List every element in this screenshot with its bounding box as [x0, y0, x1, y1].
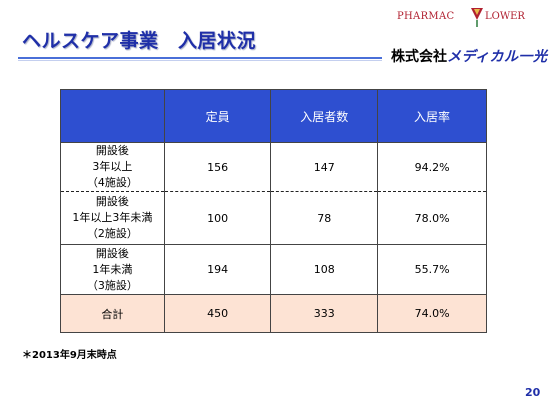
table-header-row: 定員 入居者数 入居率 — [60, 89, 487, 143]
residents-cell: 78 — [270, 191, 379, 245]
title-underline — [18, 57, 382, 59]
column-header-residents: 入居者数 — [270, 89, 379, 143]
row-label-line: （4施設） — [86, 176, 138, 189]
footnote: ＊2013年9月末時点 — [22, 350, 117, 361]
table-row: 開設後 1年以上3年未満 （2施設） 100 78 78.0% — [60, 191, 487, 245]
rate-cell: 78.0% — [377, 191, 487, 245]
row-label-line: 1年以上3年未満 — [72, 211, 153, 224]
capacity-cell: 100 — [163, 191, 272, 245]
row-label: 開設後 3年以上 （4施設） — [60, 142, 165, 192]
row-label: 開設後 1年以上3年未満 （2施設） — [60, 191, 165, 245]
page-number: 20 — [525, 386, 541, 399]
residents-cell: 147 — [270, 142, 379, 192]
total-label: 合計 — [60, 294, 165, 333]
flower-logo-icon — [471, 8, 483, 27]
table-header-corner — [60, 89, 165, 143]
table-row: 開設後 3年以上 （4施設） 156 147 94.2% — [60, 142, 487, 192]
occupancy-table: 定員 入居者数 入居率 開設後 3年以上 （4施設） 156 147 94.2%… — [60, 89, 487, 333]
total-capacity-cell: 450 — [163, 294, 272, 333]
row-label-line: 3年以上 — [92, 160, 133, 173]
row-label: 開設後 1年未満 （3施設） — [60, 244, 165, 295]
column-header-rate: 入居率 — [377, 89, 487, 143]
row-label-line: 開設後 — [95, 144, 129, 157]
logo-lower-text: LOWER — [485, 11, 525, 22]
table-row: 開設後 1年未満 （3施設） 194 108 55.7% — [60, 244, 487, 295]
row-label-line: （2施設） — [86, 227, 138, 240]
logo-pharmac-text: PHARMAC — [397, 11, 455, 22]
row-label-line: 開設後 — [95, 246, 129, 260]
capacity-cell: 156 — [163, 142, 272, 192]
company-prefix: 株式会社 — [391, 49, 447, 65]
company-name: 株式会社メディカル一光 — [391, 46, 548, 66]
total-rate-cell: 74.0% — [377, 294, 487, 333]
row-label-line: 1年未満 — [92, 262, 133, 276]
residents-cell: 108 — [270, 244, 379, 295]
page-title: ヘルスケア事業 入居状況 — [22, 30, 257, 52]
total-residents-cell: 333 — [270, 294, 379, 333]
row-label-line: （3施設） — [86, 278, 138, 292]
row-label-line: 開設後 — [95, 195, 129, 208]
rate-cell: 55.7% — [377, 244, 487, 295]
total-row: 合計 450 333 74.0% — [60, 294, 487, 333]
capacity-cell: 194 — [163, 244, 272, 295]
rate-cell: 94.2% — [377, 142, 487, 192]
company-brand: メディカル一光 — [447, 49, 548, 65]
title-underline-shadow — [18, 60, 382, 61]
column-header-capacity: 定員 — [163, 89, 272, 143]
